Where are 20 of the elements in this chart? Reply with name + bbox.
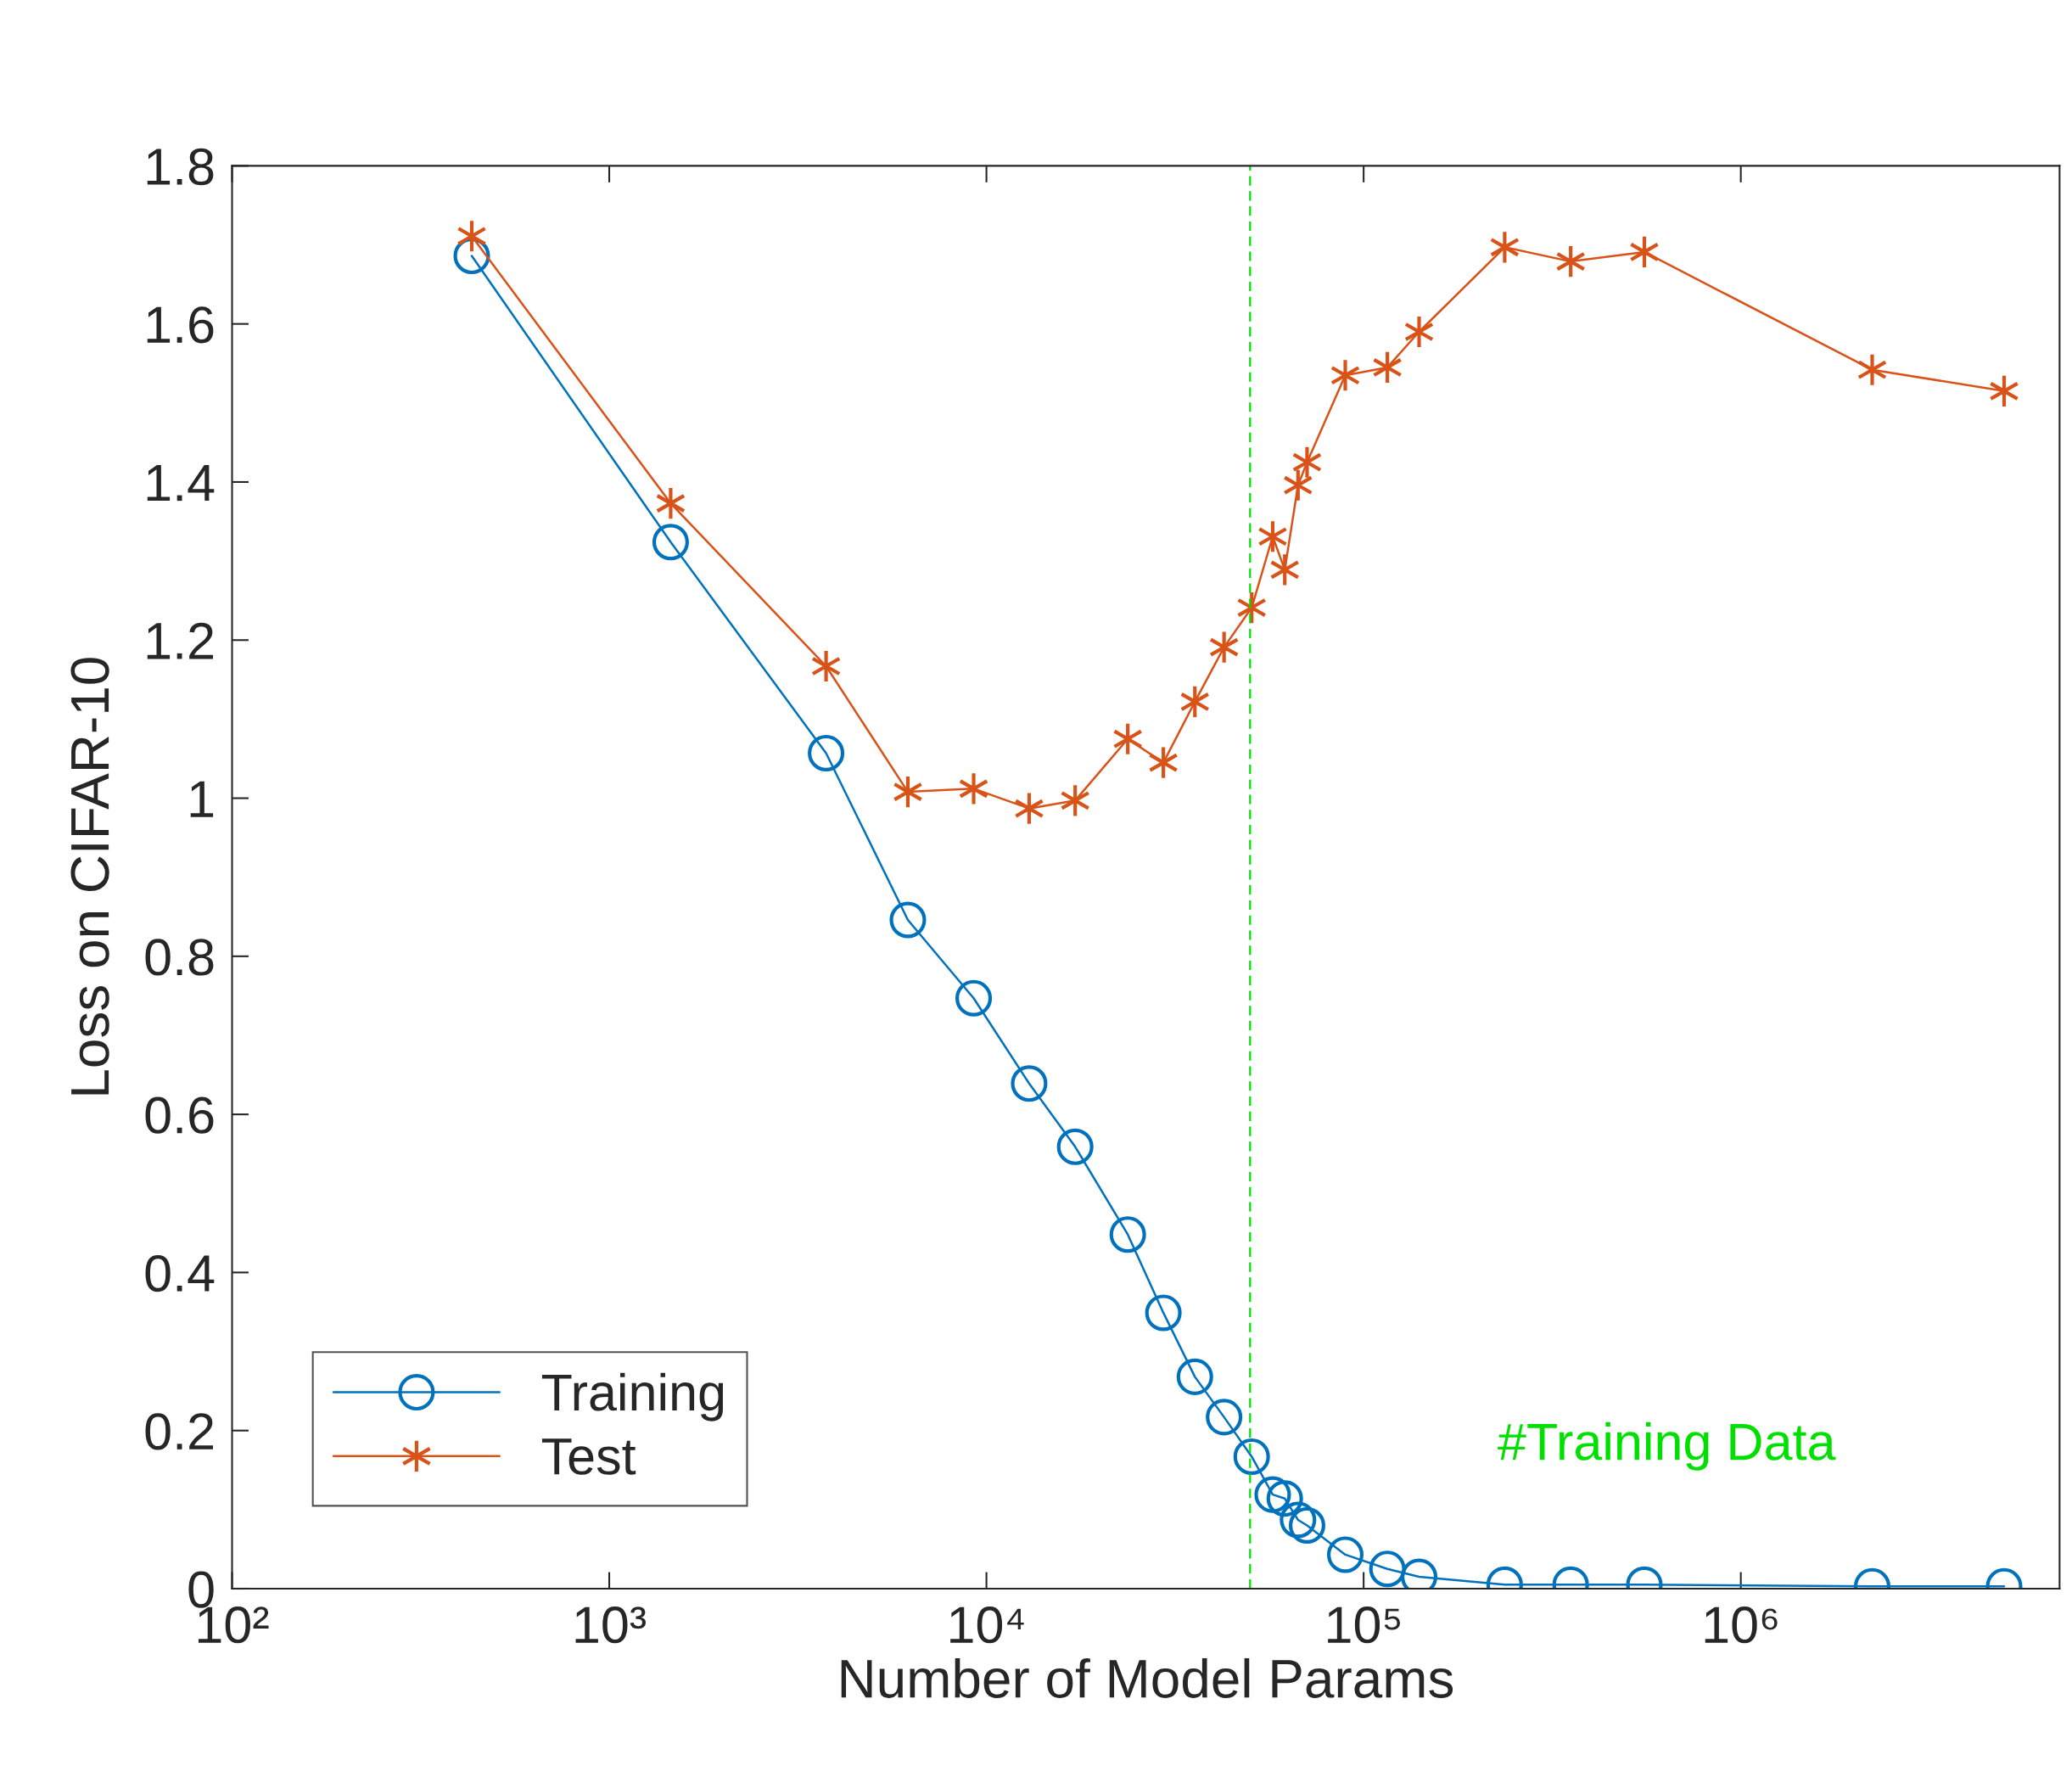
ref-line-label: #Training Data <box>1498 1421 1836 1471</box>
y-tick-label: 0 <box>188 1571 214 1608</box>
x-tick-label: 10² <box>199 1606 269 1644</box>
y-tick-label: 0.6 <box>145 1096 214 1134</box>
y-tick-label: 0.2 <box>145 1413 213 1450</box>
y-tick-label: 1.8 <box>147 148 214 186</box>
x-tick-label: 10⁶ <box>1705 1606 1778 1644</box>
x-tick-label: 10⁵ <box>1328 1606 1401 1644</box>
y-tick-label: 1.6 <box>147 306 214 344</box>
y-tick-label: 0.8 <box>145 939 214 976</box>
y-tick-label: 1.4 <box>147 465 215 502</box>
legend-label: Test <box>541 1438 636 1475</box>
x-tick-label: 10⁴ <box>950 1606 1024 1644</box>
legend-label: Training <box>541 1372 724 1421</box>
y-axis-title: Loss on CIFAR-10 <box>70 658 109 1095</box>
y-tick-label: 1 <box>190 781 214 817</box>
y-tick-label: 0.4 <box>145 1254 215 1292</box>
x-axis-title: Number of Model Params <box>841 1657 1453 1698</box>
x-tick-label: 10³ <box>575 1606 647 1644</box>
y-tick-label: 1.2 <box>147 622 213 659</box>
